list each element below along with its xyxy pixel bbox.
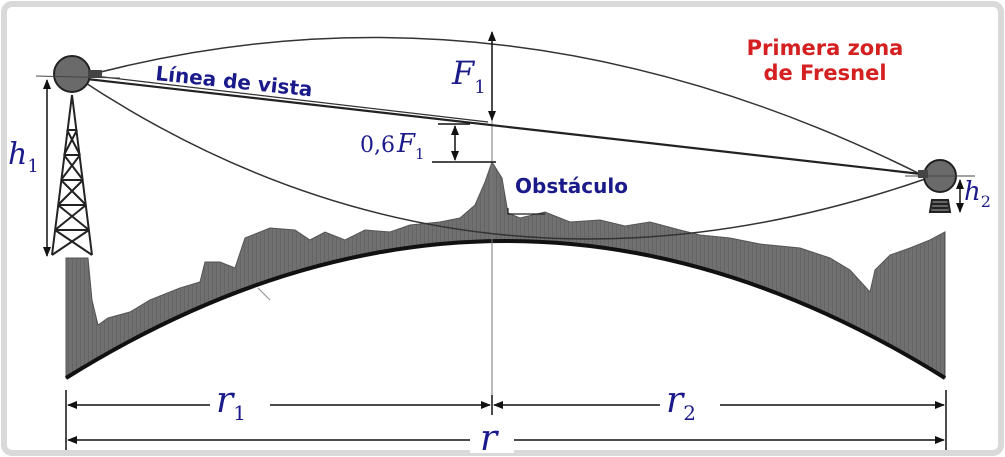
right-tower bbox=[928, 199, 952, 213]
earth-curve bbox=[64, 239, 947, 380]
line-of-sight-upper bbox=[77, 73, 489, 123]
r2-label-bg bbox=[660, 388, 720, 420]
r-label: r bbox=[480, 418, 499, 457]
clearance-label: 0,6F1 bbox=[360, 129, 425, 163]
h2-label: h2 bbox=[964, 177, 991, 211]
r-label-bg bbox=[470, 425, 514, 453]
left-antenna-feed bbox=[88, 70, 102, 78]
fresnel-upper-boundary bbox=[77, 36, 929, 179]
r1-label-bg bbox=[210, 388, 270, 420]
left-tower bbox=[51, 94, 93, 256]
r1-label: r1 bbox=[216, 380, 246, 425]
r2-label: r2 bbox=[666, 380, 696, 425]
line-of-sight bbox=[77, 76, 931, 177]
obstacle-pointer bbox=[507, 208, 545, 215]
f1-label: F1 bbox=[451, 54, 486, 98]
title-line-2: de Fresnel bbox=[763, 61, 886, 85]
fresnel-lower-boundary bbox=[77, 77, 929, 240]
title-line-1: Primera zona bbox=[747, 36, 904, 60]
earth-pointer-arrow bbox=[257, 287, 271, 301]
right-antenna-feed bbox=[918, 170, 928, 178]
h1-label: h1 bbox=[8, 137, 39, 177]
obstacle-label: Obstáculo bbox=[515, 174, 628, 198]
left-antenna-axis bbox=[35, 75, 121, 79]
left-antenna-icon bbox=[53, 55, 91, 93]
